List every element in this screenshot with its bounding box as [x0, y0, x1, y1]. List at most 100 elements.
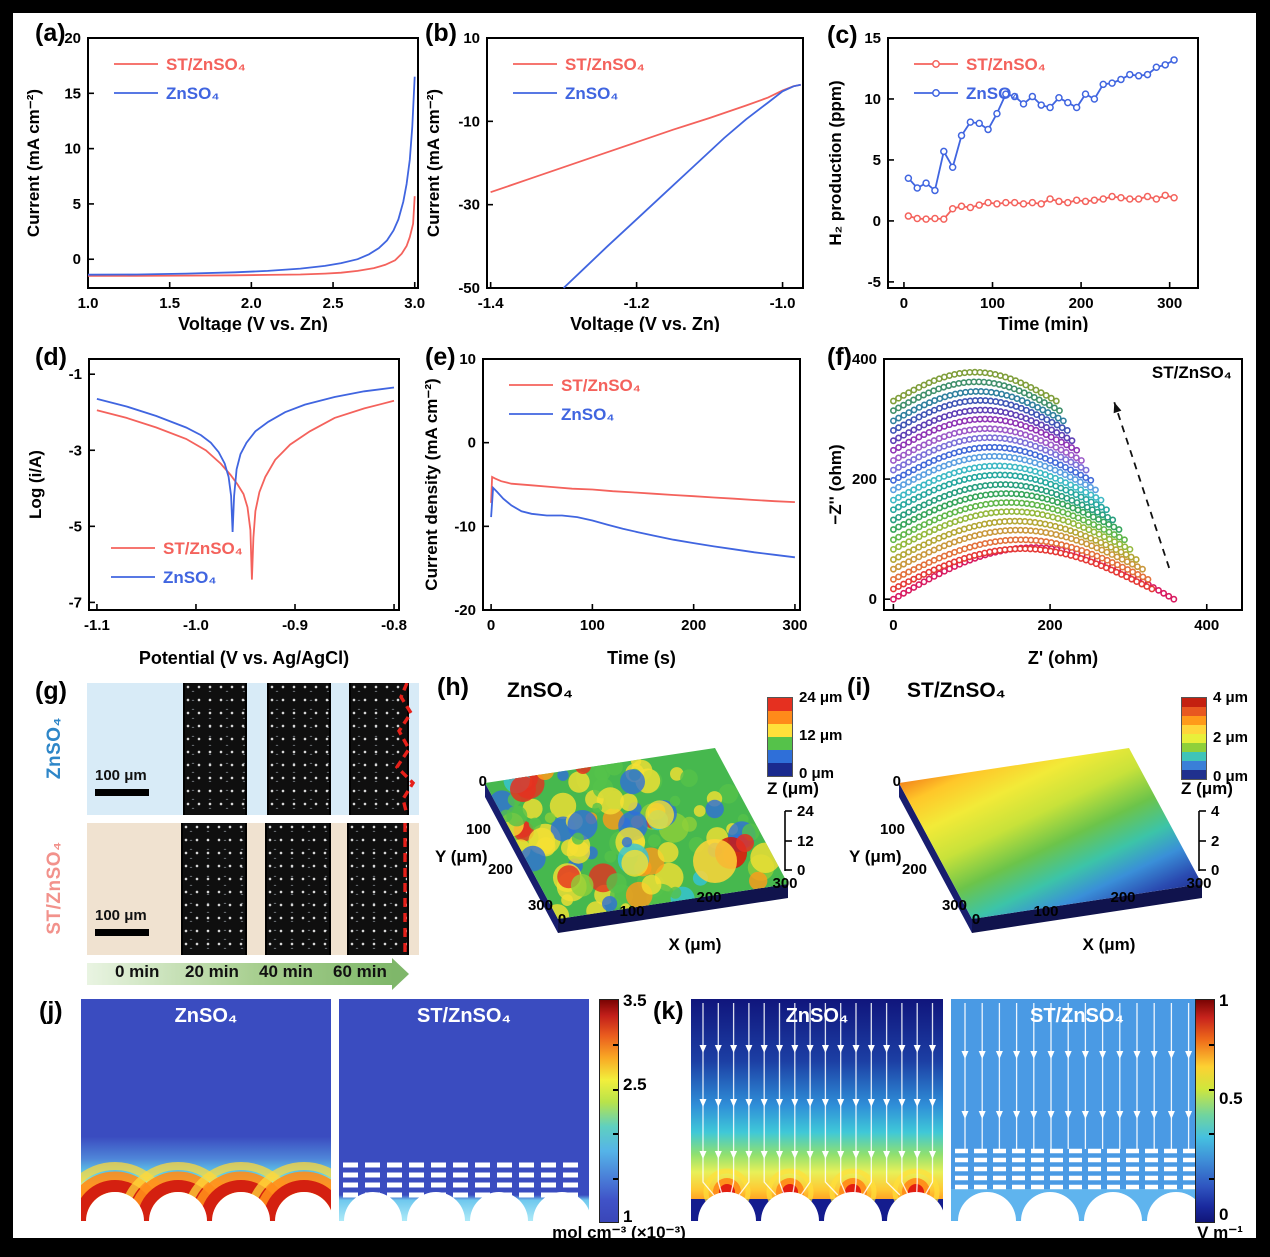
nyquist-point: [1089, 513, 1097, 521]
streamline: [901, 1003, 909, 1196]
nyquist-point: [1103, 506, 1110, 514]
colorbar-tick: [613, 1133, 618, 1135]
nyquist-point: [1077, 493, 1085, 501]
nyquist-point: [1072, 461, 1080, 469]
stable-edge-dashed-line: [403, 823, 407, 955]
nyquist-point: [915, 553, 923, 561]
panel-i: (i) ST/ZnSO₄ Y (μm) X (μm) Z (μm) 0 100 20…: [847, 671, 1256, 991]
streamline-arrow: [852, 1045, 860, 1053]
streamline-arrow: [1133, 1111, 1141, 1119]
nyquist-point: [1062, 456, 1070, 463]
data-point: [1028, 198, 1037, 207]
streamline-arrow: [1064, 1111, 1072, 1119]
nyquist-point: [1132, 556, 1140, 563]
circle-shape: [566, 840, 591, 864]
streamline-arrow: [837, 1045, 845, 1053]
data-point: [1126, 195, 1134, 203]
nyquist-point: [915, 453, 923, 461]
nyquist-point: [1087, 498, 1095, 506]
nyquist-point: [1123, 558, 1131, 566]
nyquist-point: [905, 518, 913, 526]
nyquist-point: [910, 506, 918, 514]
nyquist-point: [1062, 463, 1069, 471]
nyquist-point: [1090, 521, 1098, 529]
nyquist-point: [895, 434, 902, 442]
nyquist-point: [1139, 565, 1146, 573]
nyquist-point: [1116, 540, 1124, 548]
nyquist-point: [900, 471, 907, 479]
circle-shape: [528, 817, 541, 830]
colorbar-label: 0 μm: [1213, 768, 1249, 785]
nyquist-point: [1044, 409, 1052, 416]
data-point: [966, 118, 975, 126]
nyquist-point: [1100, 518, 1108, 526]
data-point: [1099, 80, 1107, 89]
circle-shape: [630, 755, 642, 767]
y-axis-title: H₂ production (ppm): [826, 80, 845, 245]
nyquist-point: [915, 463, 923, 471]
streamline: [854, 1003, 857, 1196]
nyquist-point: [900, 461, 907, 469]
data-point: [1170, 56, 1178, 64]
x-tick-label: 0: [487, 617, 495, 634]
cb-unit-label: V m⁻¹: [1197, 1223, 1243, 1242]
nyquist-point: [1047, 441, 1055, 449]
nyquist-point: [900, 401, 907, 409]
x-tick-label: 2.0: [241, 295, 262, 312]
nyquist-point: [1104, 513, 1112, 521]
panel-c: (c) 0 100 200 300 -5 0 5 10 15 Time (min) H₂ produ…: [825, 17, 1255, 332]
nyquist-point: [1114, 561, 1121, 569]
y-tick-label: 200: [852, 471, 877, 488]
nyquist-point: [905, 449, 913, 456]
x-tick-label: 0: [971, 911, 981, 928]
cb-tick-max: 3.5: [623, 991, 647, 1010]
nyquist-point: [1109, 516, 1117, 524]
nyquist-point: [905, 458, 913, 466]
concentration-sim-znso4: [81, 999, 331, 1221]
nyquist-point: [1040, 399, 1048, 406]
nyquist-point: [1129, 568, 1137, 576]
zn-nucleus-bump: [86, 1192, 144, 1221]
data-point: [1002, 198, 1010, 207]
nyquist-point: [1092, 494, 1100, 501]
electrode-image-40min: [267, 683, 331, 815]
nyquist-point: [1056, 407, 1063, 415]
series-ZnSO4: [96, 386, 395, 533]
y-tick-label: 200: [487, 861, 513, 878]
nyquist-point: [900, 531, 908, 538]
streamline: [824, 1003, 839, 1196]
data-point: [1161, 191, 1169, 200]
efield-colorbar: [1195, 999, 1215, 1223]
nyquist-point: [890, 595, 897, 603]
st-znso4-3d-surface: [899, 748, 1206, 933]
nyquist-point: [905, 558, 913, 566]
panel-h-label: (h): [437, 673, 469, 701]
nyquist-point: [910, 535, 918, 543]
streamline-arrow: [1064, 1051, 1072, 1059]
data-point: [913, 214, 921, 223]
nyquist-point: [951, 390, 959, 398]
y-axis-title: −Z'' (ohm): [826, 444, 845, 524]
nyquist-point: [1107, 543, 1115, 551]
circle-shape: [571, 832, 584, 845]
halo: [191, 1171, 291, 1221]
y-tick-label: 15: [864, 30, 881, 47]
nyquist-point: [910, 566, 918, 573]
nyquist-point: [895, 563, 902, 571]
circle-shape: [575, 758, 591, 774]
nyquist-point: [900, 441, 907, 449]
circle-shape: [604, 850, 617, 863]
streamline-arrow: [1081, 1051, 1089, 1059]
nyquist-point: [910, 436, 918, 443]
nyquist-point: [1053, 429, 1061, 436]
nyquist-point: [905, 508, 913, 516]
nyquist-point: [1082, 496, 1090, 503]
nyquist-point: [905, 538, 913, 546]
y-tick-label: 0: [869, 591, 877, 608]
nyquist-point: [895, 523, 902, 531]
nyquist-point: [900, 589, 907, 597]
x-tick-label: 300: [772, 875, 798, 892]
plot-frame: [887, 37, 1199, 289]
streamline-arrow: [1185, 1111, 1193, 1119]
